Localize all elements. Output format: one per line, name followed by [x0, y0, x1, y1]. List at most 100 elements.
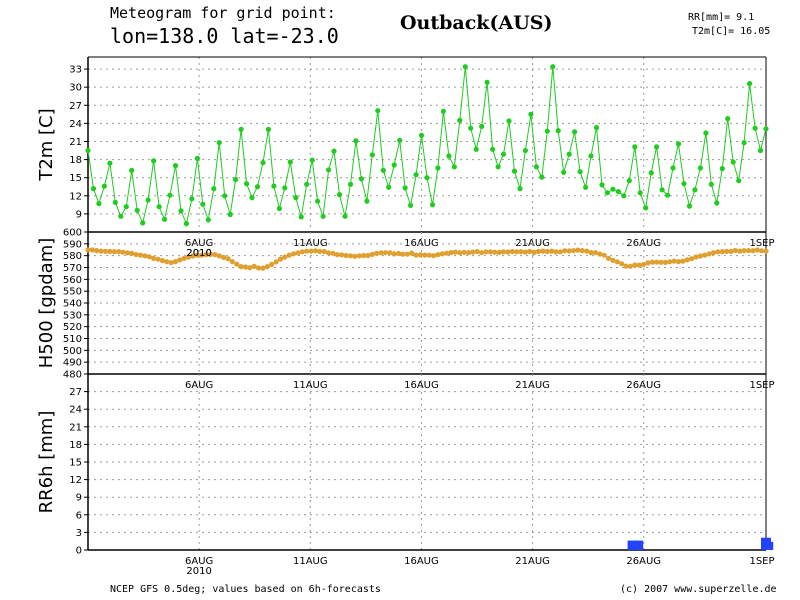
temperature-data-point	[544, 128, 550, 134]
temperature-xtick-label: 6AUG	[185, 238, 213, 249]
geopotential-data-point	[155, 256, 161, 262]
temperature-data-point	[90, 186, 97, 192]
temperature-data-point	[265, 126, 271, 132]
geopotential-data-point	[514, 249, 520, 255]
temperature-data-point	[561, 169, 567, 175]
geopotential-data-point	[356, 253, 362, 259]
temperature-data-point	[473, 146, 479, 152]
geopotential-data-point	[527, 248, 533, 254]
temperature-data-point	[752, 125, 758, 131]
temperature-data-point	[615, 189, 622, 195]
geopotential-data-point	[317, 248, 323, 254]
temperature-data-point	[134, 207, 140, 213]
geopotential-axis-label: H500 [gpdam]	[36, 238, 57, 369]
geopotential-data-point	[588, 250, 594, 256]
geopotential-data-point	[269, 261, 275, 267]
temperature-data-point	[271, 183, 277, 189]
temperature-data-point	[528, 111, 534, 117]
temperature-data-point	[123, 204, 129, 210]
precipitation-bar	[763, 541, 774, 550]
geopotential-data-point	[391, 251, 397, 257]
temperature-data-point	[222, 193, 228, 199]
temperature-data-point	[708, 181, 714, 187]
geopotential-data-point	[387, 250, 393, 256]
precipitation-bar	[633, 540, 644, 550]
temperature-data-point	[714, 200, 720, 206]
temperature-data-point	[156, 204, 162, 210]
precipitation-xtick-label: 6AUG	[185, 556, 213, 567]
temperature-data-point	[315, 198, 321, 204]
precipitation-ytick-label: 12	[69, 475, 82, 486]
temperature-data-point	[659, 187, 665, 193]
geopotential-data-point	[308, 248, 314, 254]
geopotential-data-point	[304, 248, 310, 254]
geopotential-data-point	[221, 254, 227, 260]
geopotential-data-point	[282, 254, 288, 260]
geopotential-data-point	[264, 264, 270, 270]
temperature-data-point	[140, 220, 146, 226]
geopotential-data-point	[500, 249, 507, 255]
temperature-data-point	[369, 152, 375, 158]
temperature-data-point	[451, 164, 457, 170]
temperature-data-point	[462, 64, 468, 70]
temperature-data-point	[331, 148, 337, 154]
temperature-data-point	[145, 197, 151, 203]
geopotential-data-point	[763, 248, 769, 254]
geopotential-data-point	[365, 252, 371, 259]
temperature-data-point	[249, 195, 255, 201]
geopotential-data-point	[719, 249, 725, 255]
temperature-data-point	[107, 160, 113, 166]
temperature-data-point	[675, 141, 682, 147]
temperature-ytick-label: 27	[69, 101, 82, 112]
geopotential-data-point	[658, 259, 664, 265]
geopotential-data-point	[212, 251, 218, 258]
geopotential-data-point	[597, 251, 603, 257]
temperature-ytick-label: 9	[76, 209, 82, 220]
geopotential-data-point	[562, 248, 568, 254]
temperature-data-point	[276, 205, 282, 212]
temperature-data-point	[293, 195, 299, 201]
precipitation-ytick-label: 6	[76, 510, 82, 521]
geopotential-data-point	[361, 252, 367, 259]
geopotential-ytick-label: 480	[63, 370, 82, 381]
geopotential-data-point	[435, 252, 441, 258]
geopotential-data-point	[702, 252, 708, 258]
temperature-data-point	[550, 64, 556, 70]
geopotential-data-point	[203, 252, 209, 258]
temperature-data-point	[703, 130, 709, 136]
temperature-ytick-label: 21	[69, 137, 82, 148]
geopotential-data-point	[745, 248, 752, 254]
temperature-data-point	[380, 167, 386, 173]
temperature-data-point	[216, 140, 222, 146]
temperature-data-point	[692, 187, 698, 193]
geopotential-data-point	[623, 263, 629, 269]
temperature-data-point	[244, 181, 250, 187]
geopotential-data-point	[98, 248, 104, 254]
geopotential-data-point	[662, 259, 669, 265]
geopotential-data-point	[194, 252, 200, 258]
precipitation-xtick-label: 1SEP	[749, 556, 774, 567]
temperature-data-point	[101, 183, 107, 189]
temperature-data-point	[599, 182, 605, 188]
precipitation-ytick-label: 15	[69, 458, 82, 469]
temperature-data-point	[670, 165, 676, 171]
geopotential-data-point	[120, 249, 126, 255]
geopotential-data-point	[216, 253, 222, 259]
temperature-data-point	[347, 181, 354, 187]
temperature-data-point	[632, 144, 638, 150]
geopotential-data-point	[759, 248, 765, 254]
summary-temperature: T2m[C]= 16.05	[692, 26, 771, 37]
geopotential-data-point	[207, 251, 214, 258]
geopotential-year-label: 2010	[186, 248, 211, 259]
geopotential-data-point	[557, 249, 564, 255]
geopotential-data-point	[124, 250, 130, 256]
geopotential-ytick-label: 540	[63, 299, 82, 310]
geopotential-data-point	[164, 259, 170, 265]
temperature-data-point	[435, 165, 441, 171]
geopotential-data-point	[439, 251, 445, 257]
temperature-xtick-label: 16AUG	[404, 238, 439, 249]
geopotential-data-point	[404, 251, 410, 257]
geopotential-xtick-label: 11AUG	[293, 380, 328, 391]
temperature-data-point	[533, 164, 540, 170]
